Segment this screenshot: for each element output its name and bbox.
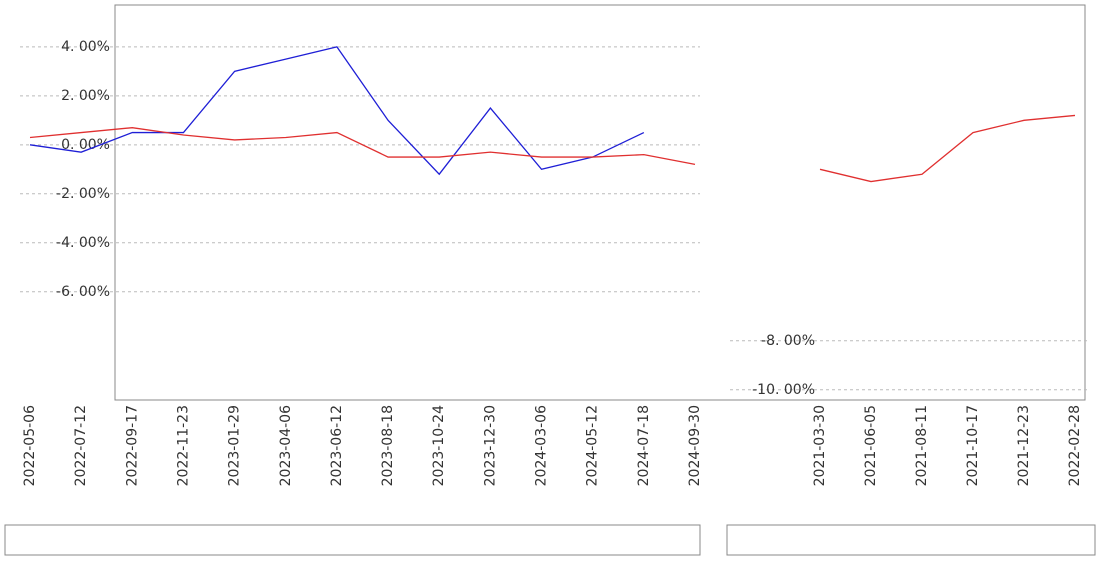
legend-box — [727, 525, 1095, 555]
x-tick-label: 2024-07-18 — [636, 405, 652, 486]
x-tick-label: 2021-12-23 — [1016, 405, 1032, 486]
x-tick-label: 2023-04-06 — [278, 405, 294, 486]
y-tick-label: 4. 00% — [61, 39, 110, 55]
x-tick-label: 2023-10-24 — [431, 405, 447, 486]
x-tick-label: 2022-05-06 — [22, 405, 38, 486]
series-line — [30, 47, 644, 174]
x-tick-label: 2021-03-30 — [812, 405, 828, 486]
x-tick-label: 2021-10-17 — [965, 405, 981, 486]
x-tick-label: 2024-03-06 — [534, 405, 550, 486]
y-tick-label: -4. 00% — [56, 235, 110, 251]
y-tick-label: -8. 00% — [761, 333, 815, 349]
series-line — [820, 115, 1075, 181]
plot-frame — [115, 5, 1085, 400]
y-tick-label: -10. 00% — [752, 382, 815, 398]
legend-box — [5, 525, 700, 555]
x-tick-label: 2022-11-23 — [175, 405, 191, 486]
x-tick-label: 2022-07-12 — [73, 405, 89, 486]
x-tick-label: 2024-05-12 — [585, 405, 601, 486]
x-tick-label: 2022-02-28 — [1067, 405, 1083, 486]
chart: 4. 00%2. 00%0. 00%-2. 00%-4. 00%-6. 00%2… — [0, 0, 1101, 563]
y-tick-label: -2. 00% — [56, 186, 110, 202]
x-tick-label: 2021-08-11 — [914, 405, 930, 486]
x-tick-label: 2023-12-30 — [482, 405, 498, 486]
x-tick-label: 2023-06-12 — [329, 405, 345, 486]
x-tick-label: 2023-01-29 — [227, 405, 243, 486]
y-tick-label: 2. 00% — [61, 88, 110, 104]
x-tick-label: 2022-09-17 — [124, 405, 140, 486]
x-tick-label: 2023-08-18 — [380, 405, 396, 486]
y-tick-label: -6. 00% — [56, 284, 110, 300]
x-tick-label: 2021-06-05 — [863, 405, 879, 486]
x-tick-label: 2024-09-30 — [687, 405, 703, 486]
